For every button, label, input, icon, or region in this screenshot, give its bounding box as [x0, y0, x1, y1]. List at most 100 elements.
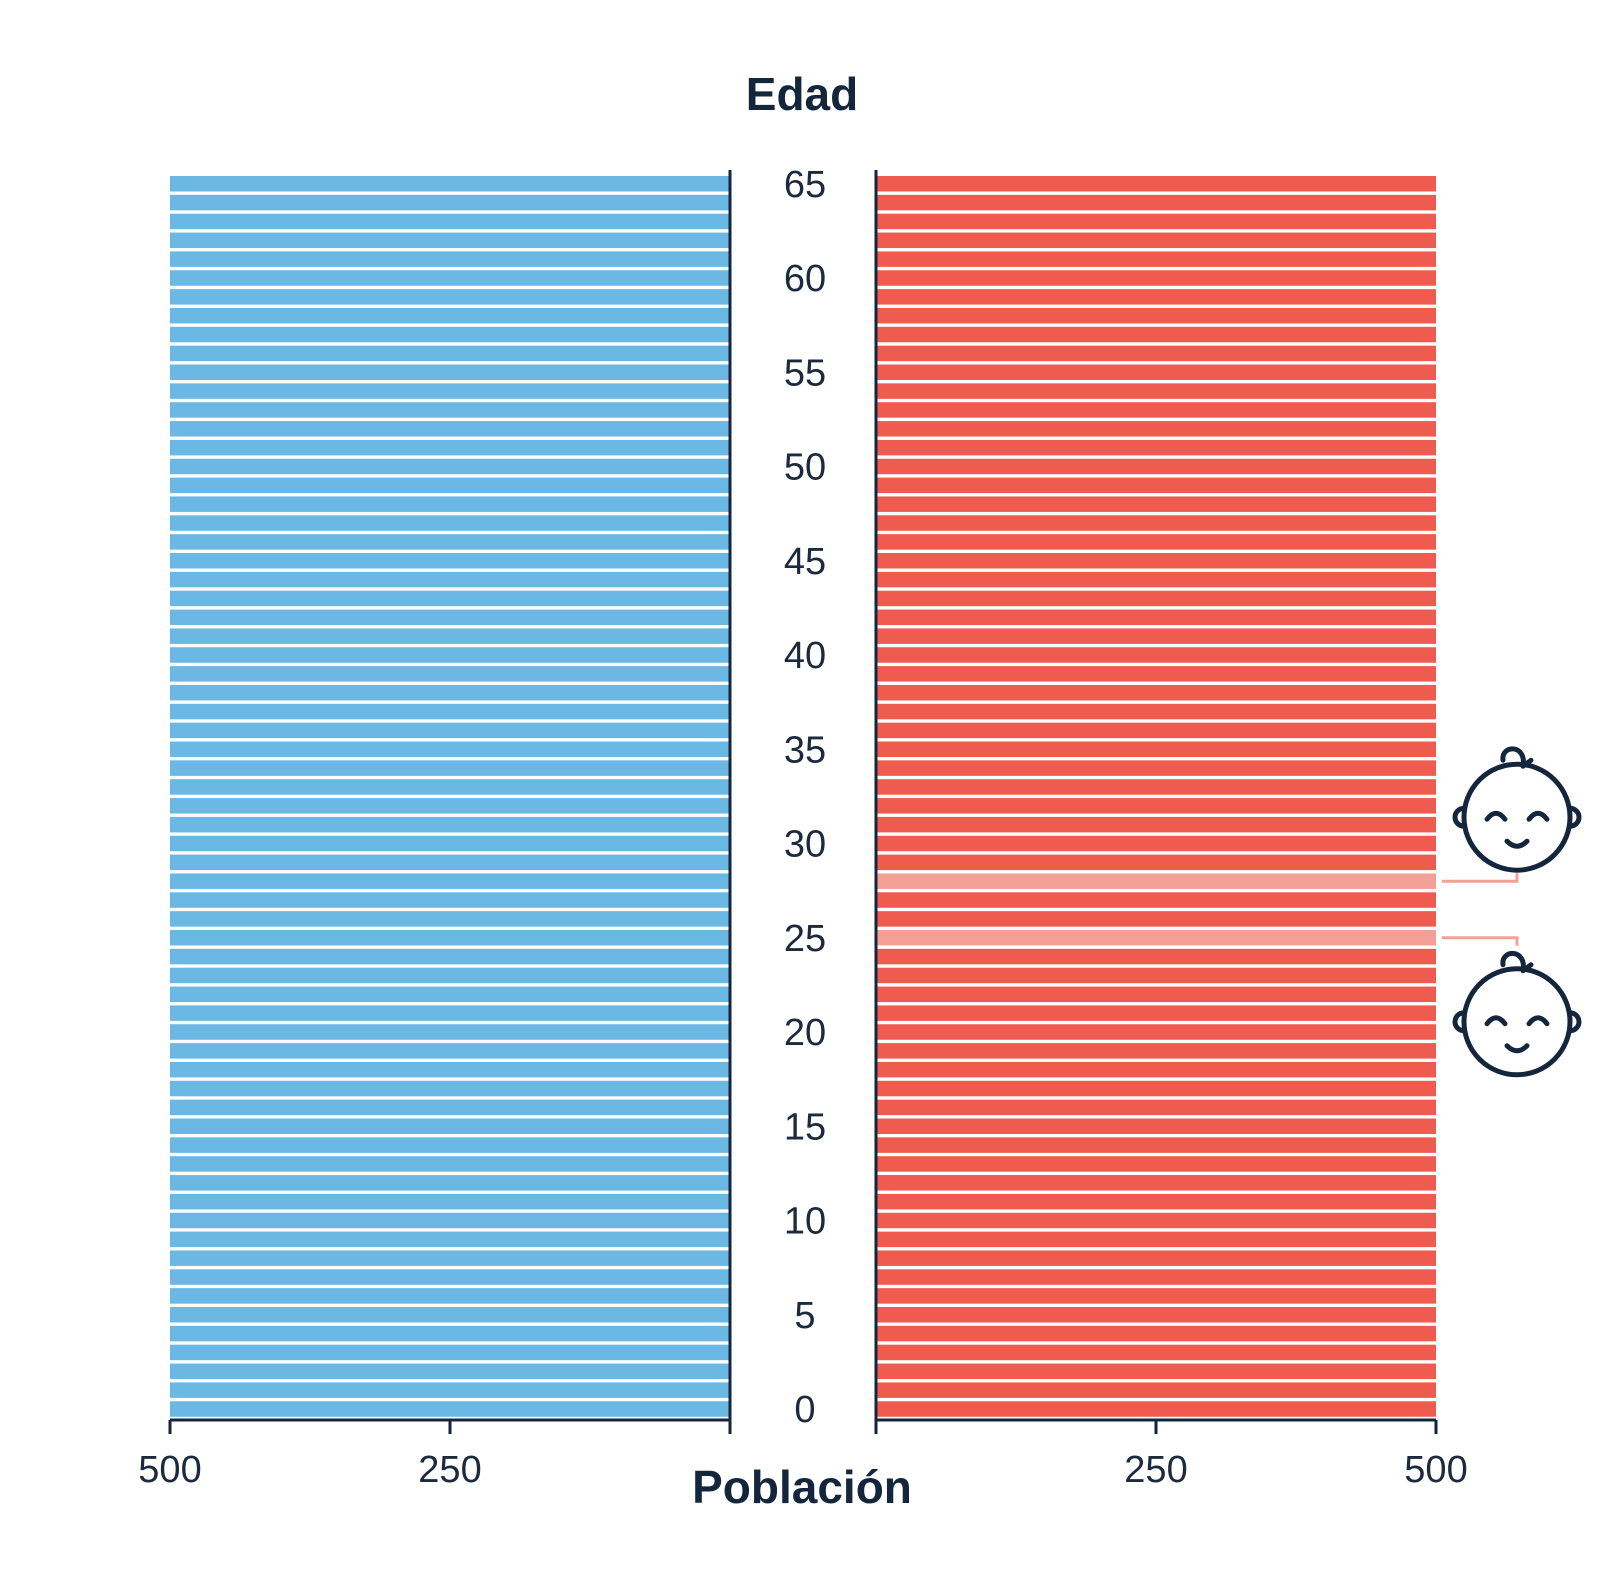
bar-right-age-9 — [876, 1231, 1436, 1248]
bar-right-age-22 — [876, 986, 1436, 1003]
bar-left-age-31 — [170, 816, 730, 833]
bar-left-age-27 — [170, 892, 730, 908]
bar-left-age-10 — [170, 1212, 730, 1229]
x-axis-title: Población — [692, 1461, 912, 1513]
bar-right-age-47 — [876, 515, 1436, 531]
bar-left-age-1 — [170, 1382, 730, 1398]
bar-left-age-34 — [170, 760, 730, 776]
bar-left-age-49 — [170, 477, 730, 494]
bar-left-age-2 — [170, 1363, 730, 1380]
bar-right-age-50 — [876, 458, 1436, 475]
bar-left-age-14 — [170, 1137, 730, 1153]
age-tick-label: 25 — [784, 918, 826, 960]
bar-right-age-63 — [876, 213, 1436, 230]
bar-left-age-48 — [170, 496, 730, 512]
bar-left-age-37 — [170, 703, 730, 720]
bar-right-age-21 — [876, 1005, 1436, 1021]
bar-left-age-36 — [170, 722, 730, 739]
bar-right-age-23 — [876, 967, 1436, 984]
bar-left-age-9 — [170, 1231, 730, 1248]
bar-left-age-21 — [170, 1005, 730, 1021]
bar-right-age-16 — [876, 1099, 1436, 1116]
age-tick-labels: 0 5 10 15 20 25 30 35 40 45 50 55 60 65 — [784, 164, 826, 1431]
baby-face-icon — [1452, 746, 1582, 873]
bar-right-age-2 — [876, 1363, 1436, 1380]
bar-left-age-18 — [170, 1061, 730, 1078]
bar-left-age-40 — [170, 647, 730, 663]
bar-left-age-38 — [170, 684, 730, 701]
bar-left-age-62 — [170, 232, 730, 249]
annotation-connector — [1442, 873, 1519, 883]
bar-right-age-37 — [876, 703, 1436, 720]
bar-right-age-4 — [876, 1325, 1436, 1342]
bar-left-age-20 — [170, 1024, 730, 1040]
bar-left-age-12 — [170, 1175, 730, 1191]
bar-right-age-0 — [876, 1401, 1436, 1417]
bar-left-age-32 — [170, 798, 730, 814]
bar-left-age-65 — [170, 176, 730, 192]
bar-right-age-30 — [876, 835, 1436, 852]
x-tick-right-250-label: 250 — [1124, 1449, 1187, 1491]
bar-left-age-54 — [170, 383, 730, 399]
bar-left-age-33 — [170, 779, 730, 795]
bar-right-age-41 — [876, 628, 1436, 644]
bar-left-age-5 — [170, 1307, 730, 1323]
bar-left-age-61 — [170, 251, 730, 267]
bar-right-age-1 — [876, 1382, 1436, 1398]
age-tick-label: 40 — [784, 635, 826, 677]
bar-right-age-33 — [876, 779, 1436, 795]
bar-right-age-34 — [876, 760, 1436, 776]
bar-left-age-39 — [170, 666, 730, 682]
x-ticks: 500 250 250 500 — [138, 1420, 1468, 1491]
bar-left-age-3 — [170, 1344, 730, 1361]
bar-right-age-10 — [876, 1212, 1436, 1229]
bar-right-age-59 — [876, 289, 1436, 305]
bar-left-age-64 — [170, 194, 730, 211]
bar-left-age-44 — [170, 571, 730, 588]
bar-left-age-7 — [170, 1269, 730, 1285]
chart-title: Edad — [746, 68, 858, 120]
bar-left-age-26 — [170, 911, 730, 927]
bar-right-age-5 — [876, 1307, 1436, 1323]
x-tick-left-250-label: 250 — [418, 1449, 481, 1491]
bar-left-age-41 — [170, 628, 730, 644]
bar-right-age-49 — [876, 477, 1436, 494]
bar-left-age-35 — [170, 741, 730, 757]
bar-left-age-29 — [170, 854, 730, 871]
bar-right-age-20 — [876, 1024, 1436, 1040]
bar-right-age-54 — [876, 383, 1436, 399]
bar-right-age-57 — [876, 326, 1436, 343]
bar-right-age-18 — [876, 1061, 1436, 1078]
bar-right-age-17 — [876, 1080, 1436, 1097]
bar-left-age-50 — [170, 458, 730, 475]
bar-right-age-53 — [876, 402, 1436, 418]
bar-left-age-28 — [170, 873, 730, 889]
bar-left-age-25 — [170, 930, 730, 946]
bar-right-age-11 — [876, 1193, 1436, 1210]
highlighted-bar-right-age-25 — [876, 930, 1436, 946]
bar-left-age-19 — [170, 1043, 730, 1059]
bar-left-age-46 — [170, 534, 730, 550]
bar-right-age-48 — [876, 496, 1436, 512]
highlighted-bar-right-age-28 — [876, 873, 1436, 889]
bar-right-age-56 — [876, 345, 1436, 362]
bar-right-age-35 — [876, 741, 1436, 757]
bar-right-age-39 — [876, 666, 1436, 682]
age-tick-label: 15 — [784, 1106, 826, 1148]
bar-right-age-15 — [876, 1118, 1436, 1134]
age-tick-label: 60 — [784, 258, 826, 300]
bar-left-age-52 — [170, 421, 730, 437]
bar-left-age-45 — [170, 553, 730, 569]
age-tick-label: 55 — [784, 352, 826, 394]
age-tick-label: 0 — [794, 1389, 815, 1431]
bar-right-age-3 — [876, 1344, 1436, 1361]
bar-left-age-56 — [170, 345, 730, 362]
bar-right-age-38 — [876, 684, 1436, 701]
bar-left-age-16 — [170, 1099, 730, 1116]
bar-left-age-13 — [170, 1156, 730, 1172]
bar-right-age-46 — [876, 534, 1436, 550]
bar-left-age-53 — [170, 402, 730, 418]
bar-left-age-17 — [170, 1080, 730, 1097]
annotations — [1442, 746, 1582, 1078]
